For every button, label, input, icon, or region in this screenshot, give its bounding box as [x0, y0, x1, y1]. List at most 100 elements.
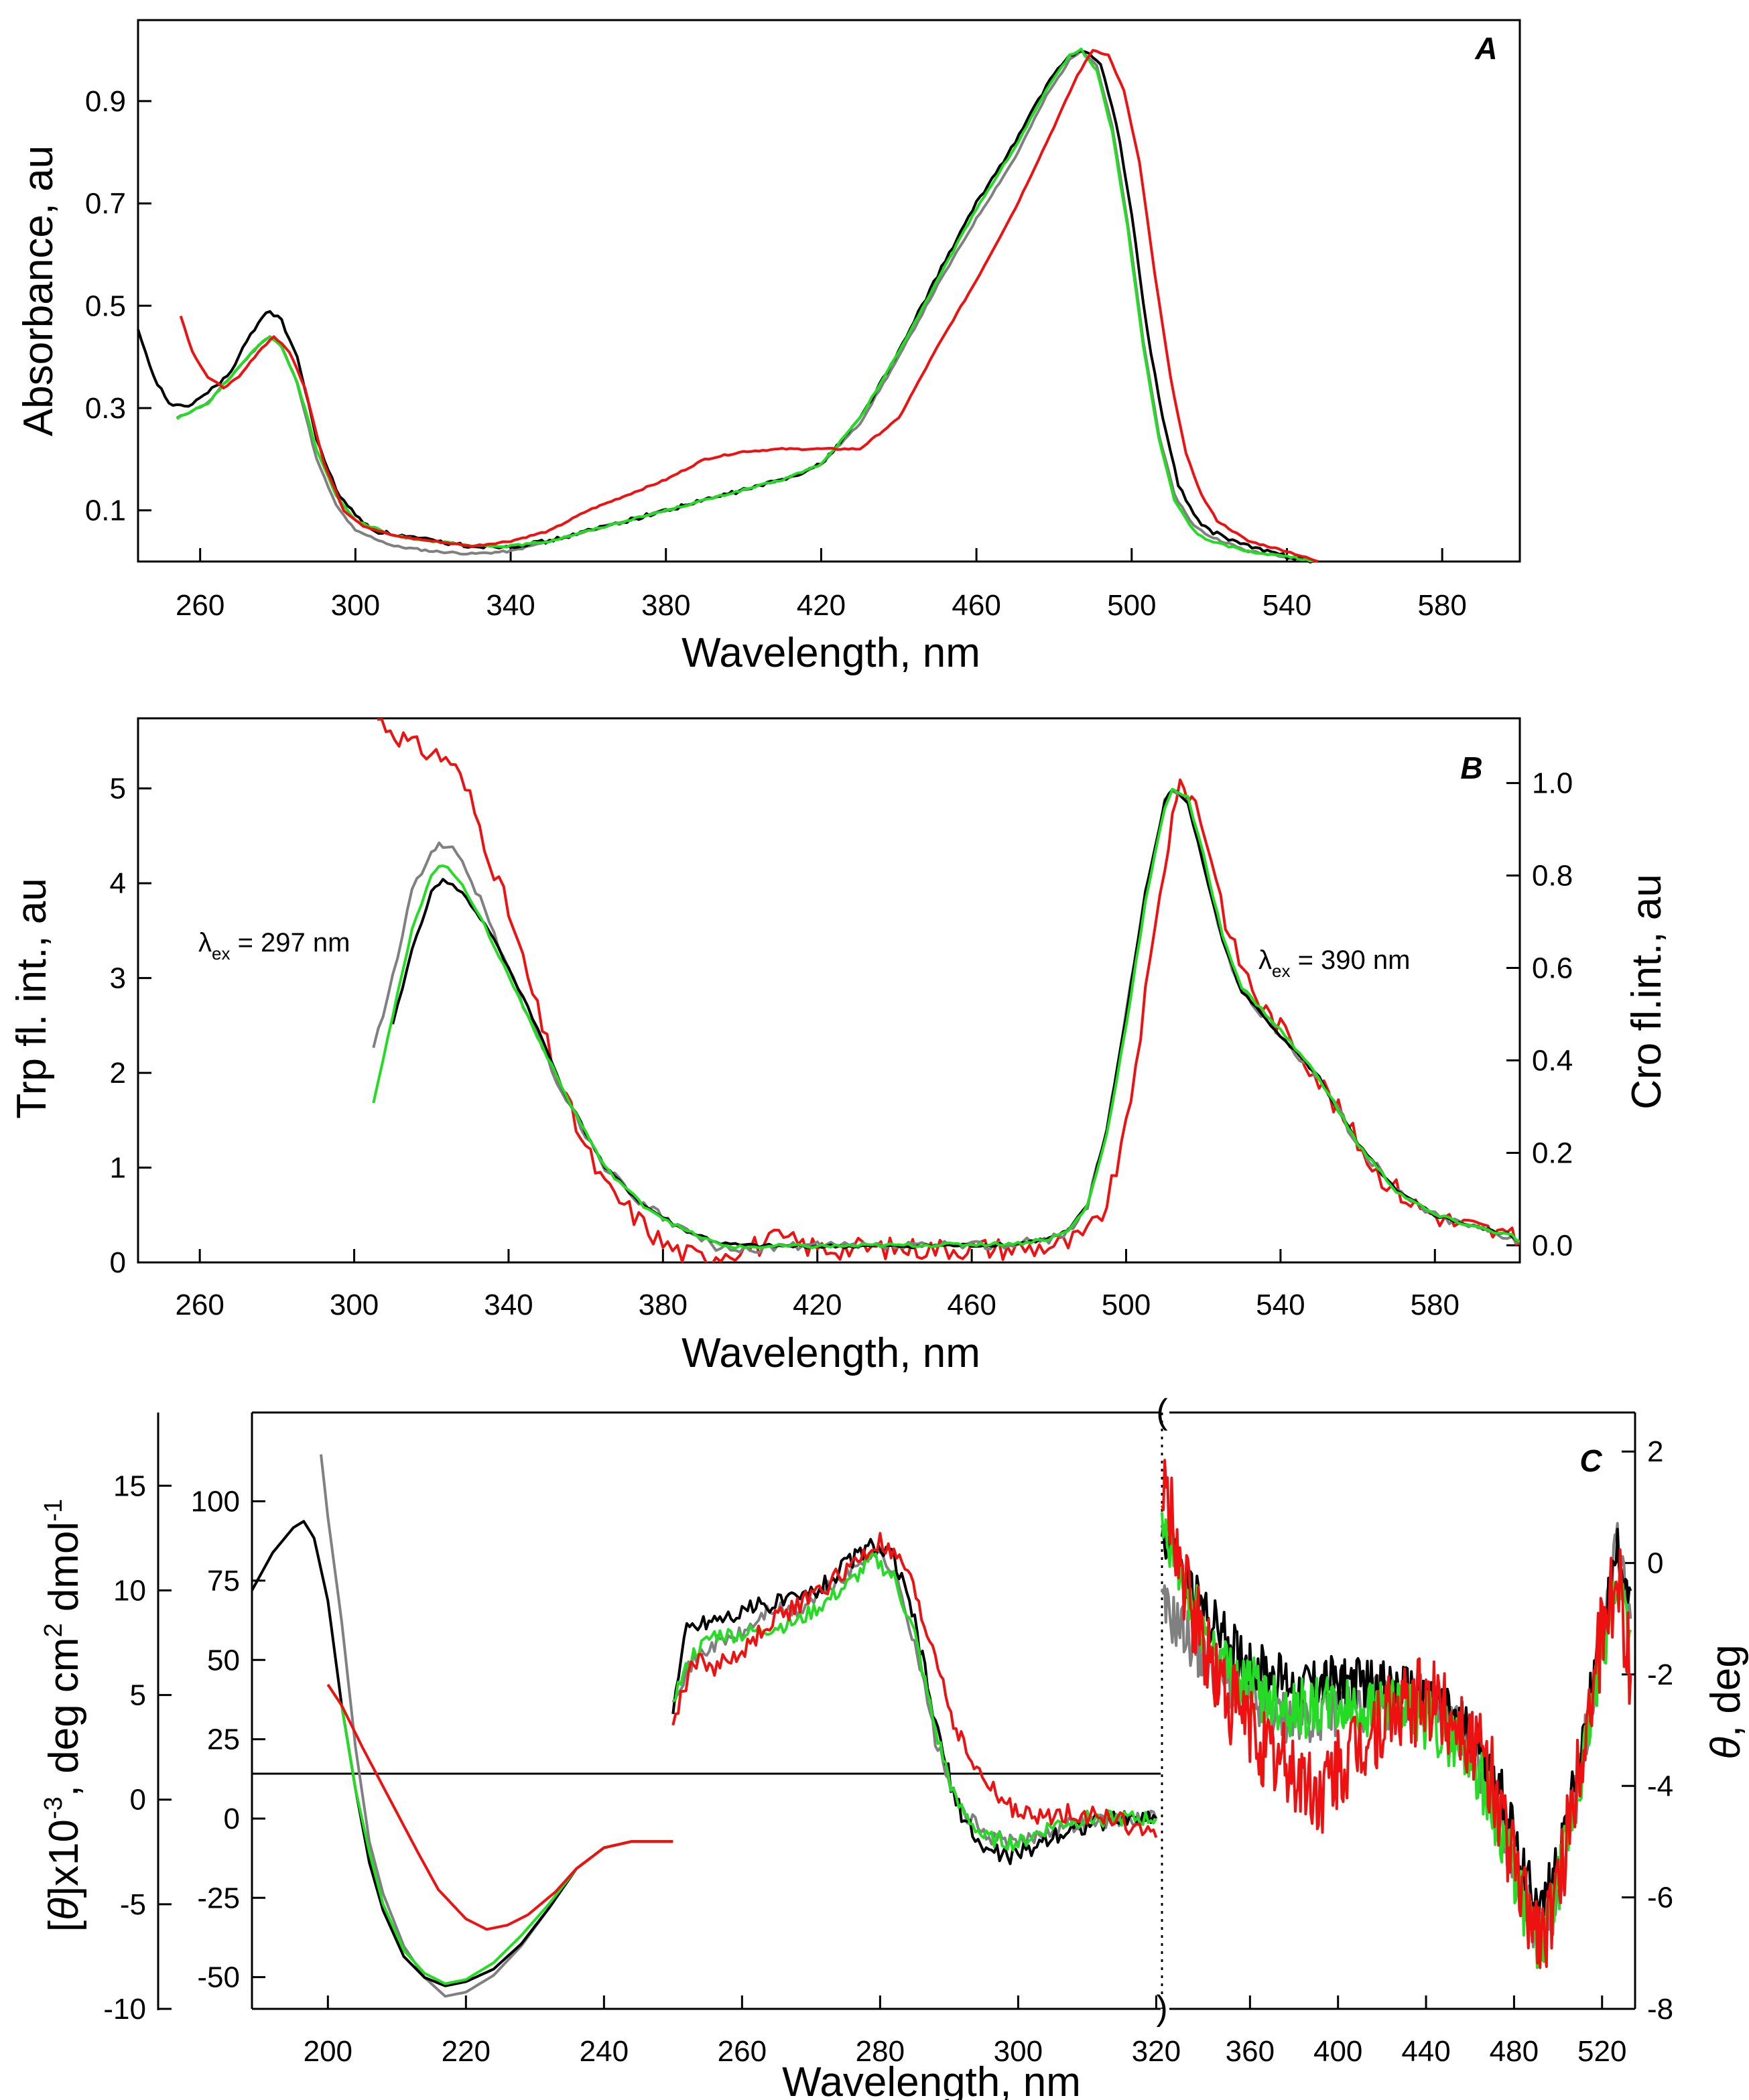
panel-c-outer-y-tick-label-1: -5	[120, 1888, 146, 1921]
lambda-ex-390-annotation: λex = 390 nm	[1258, 945, 1410, 981]
ylabel-dmol: dmol	[41, 1522, 87, 1624]
ylabel-units: , deg cm	[41, 1637, 87, 1796]
panel-b-right-y-tick-label-2: 0.4	[1532, 1045, 1573, 1077]
panel-c-outer-y-ticks: -10 -5 0 5 10 15	[103, 1469, 172, 2026]
panel-c-x-tick-label-240: 240	[580, 2035, 629, 2068]
panel-c-right-y-ticks: -8 -6 -4 -2 0 2	[1622, 1435, 1673, 2026]
panel-c-outer-y-tick-label-5: 15	[113, 1469, 146, 1502]
panel-b-x-tick-label-420: 420	[793, 1289, 842, 1321]
panel-a-series-gray	[176, 49, 1319, 563]
panel-c-visible-black	[1161, 1524, 1632, 1921]
annotation-value: = 297 nm	[230, 928, 350, 958]
panel-a: 260 300 340 380 420 460 500 540 580 0.1 0.3 0.5 0.7…	[15, 19, 1521, 676]
annotation-sub: ex	[212, 943, 230, 964]
panel-b-y-tick-label-3: 3	[110, 962, 126, 995]
panel-a-series-red	[179, 49, 1319, 563]
panel-c-visible-red	[1161, 1459, 1632, 1969]
panel-c-right-y-tick-label-2: -4	[1647, 1770, 1673, 1802]
panel-b-right-y-tick-label-5: 1.0	[1532, 767, 1573, 800]
panel-c-x-right-tick-label-440: 440	[1401, 2035, 1450, 2068]
panel-b-x-tick-label-260: 260	[175, 1289, 224, 1321]
panel-b-y-tick-label-2: 2	[110, 1057, 126, 1090]
panel-a-y-tick-label-0: 0.1	[85, 495, 126, 527]
panel-a-x-tick-label-460: 460	[952, 589, 1000, 622]
panel-c-inner-y-ticks: -50 -25 0 25 50 75 100	[191, 1486, 265, 1994]
panel-c-outer-y-tick-label-4: 10	[113, 1574, 146, 1607]
panel-c-x-tick-label-320: 320	[1132, 2035, 1181, 2068]
panel-b-x-tick-label-540: 540	[1256, 1289, 1305, 1321]
panel-c-outer-y-tick-label-2: 0	[130, 1784, 146, 1817]
panel-b-x-tick-label-500: 500	[1102, 1289, 1151, 1321]
panel-a-y-tick-label-3: 0.7	[85, 188, 126, 220]
panel-c-near-uv-gray	[671, 1549, 1158, 1849]
panel-a-frame	[137, 19, 1521, 563]
panel-c-x-right-tick-label-520: 520	[1577, 2035, 1626, 2068]
panel-c-inner-y-tick-label-1: -25	[197, 1882, 240, 1914]
panel-b-series-black	[391, 788, 1520, 1250]
panel-c-label: C	[1579, 1443, 1602, 1478]
panel-c-near-uv-red	[671, 1532, 1158, 1839]
panel-b-series-green	[372, 787, 1520, 1250]
panel-a-series-black	[137, 50, 1319, 564]
panel-c-near-uv-green	[672, 1552, 1158, 1852]
panel-a-x-tick-label-300: 300	[331, 589, 380, 622]
panel-b-right-y-ticks: 0.0 0.2 0.4 0.6 0.8 1.0	[1506, 767, 1573, 1262]
ylabel-theta: θ	[41, 1898, 87, 1920]
panel-a-label: A	[1474, 31, 1497, 66]
panel-b-y-tick-label-4: 4	[110, 867, 126, 900]
panel-b-y-label: Trp fl. int., au	[9, 878, 55, 1119]
panel-c-inner-y-tick-label-5: 75	[207, 1565, 240, 1597]
panel-a-y-tick-label-4: 0.9	[85, 85, 126, 118]
panel-b-x-tick-label-300: 300	[330, 1289, 379, 1321]
panel-a-x-tick-label-340: 340	[486, 589, 535, 622]
panel-a-series-green	[176, 48, 1319, 563]
panel-c-series	[251, 1454, 1632, 1998]
panel-b-x-tick-label-340: 340	[484, 1289, 533, 1321]
panel-c-x-right-tick-label-360: 360	[1226, 2035, 1275, 2068]
panel-a-y-tick-label-1: 0.3	[85, 392, 126, 425]
panel-a-x-tick-label-540: 540	[1262, 589, 1311, 622]
panel-b-right-y-tick-label-4: 0.8	[1532, 860, 1573, 893]
ylabel-exp1: -1	[40, 1499, 68, 1522]
panel-c-x-label: Wavelength, nm	[782, 2059, 1081, 2100]
panel-c-x-ticks: 200 220 240 260 280 300 320 360 400 440 480 520	[304, 1995, 1626, 2068]
panel-a-y-tick-label-2: 0.5	[85, 289, 126, 322]
panel-b-right-y-tick-label-1: 0.2	[1532, 1136, 1573, 1169]
annotation-lambda: λ	[198, 928, 212, 958]
panel-c-right-y-tick-label-1: -6	[1647, 1882, 1673, 1914]
ylabel-open: [	[41, 1920, 87, 1932]
panel-a-x-label: Wavelength, nm	[682, 630, 980, 676]
panel-b-x-ticks: 260 300 340 380 420 460 500 540 580	[175, 1249, 1460, 1321]
axis-break-mark-top: (	[1156, 1392, 1168, 1431]
panel-c-x-tick-label-220: 220	[442, 2035, 491, 2068]
ylabel-exp3: -3	[40, 1796, 68, 1819]
panel-c-right-y-tick-label-0: -8	[1647, 1993, 1673, 2026]
panel-b-x-tick-label-380: 380	[639, 1289, 688, 1321]
panel-b-series	[372, 718, 1520, 1262]
panel-c-x-tick-label-260: 260	[718, 2035, 767, 2068]
panel-c-outer-y-tick-label-0: -10	[103, 1993, 146, 2026]
panel-c-inner-y-tick-label-4: 50	[207, 1644, 240, 1677]
panel-c-x-tick-label-280: 280	[856, 2035, 905, 2068]
panel-c-outer-y-tick-label-3: 5	[130, 1679, 146, 1712]
panel-b-y-tick-label-5: 5	[110, 773, 126, 805]
panel-c-right-y-tick-label-5: 2	[1647, 1435, 1663, 1468]
panel-b-y-tick-label-0: 0	[110, 1246, 126, 1279]
panel-b-right-y-label: Cro fl.int., au	[1624, 874, 1670, 1109]
annotation-sub: ex	[1272, 961, 1290, 981]
panel-c-x-right-tick-label-480: 480	[1490, 2035, 1539, 2068]
panel-a-x-tick-label-500: 500	[1107, 589, 1156, 622]
ylabel-exp2: 2	[40, 1623, 68, 1637]
right-ylabel-theta: θ	[1703, 1737, 1749, 1760]
panel-c-inner-y-tick-label-6: 100	[191, 1486, 240, 1518]
panel-c-right-y-tick-label-3: -2	[1647, 1658, 1673, 1691]
panel-c-right-y-label: θ, deg	[1703, 1644, 1749, 1760]
panel-b-frame	[137, 717, 1521, 1264]
panel-a-y-label: Absorbance, au	[15, 145, 62, 436]
panel-a-series	[137, 48, 1319, 564]
panel-c-far-uv-gray	[320, 1454, 673, 1998]
panel-a-x-tick-label-580: 580	[1417, 589, 1466, 622]
